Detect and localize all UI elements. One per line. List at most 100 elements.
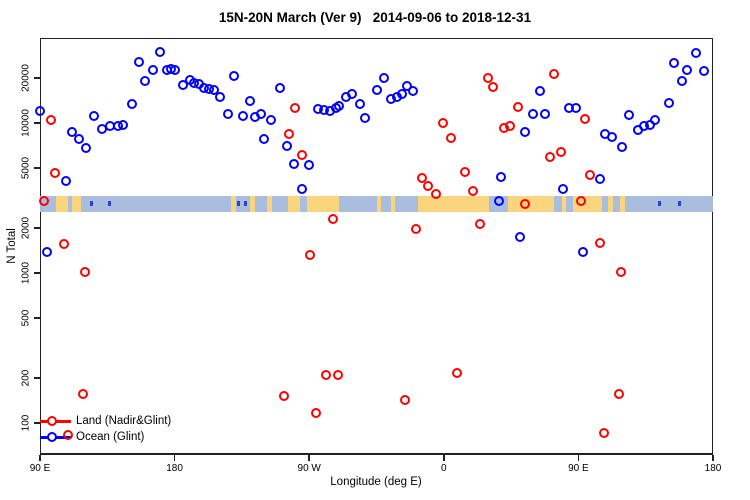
data-point-ocean — [682, 65, 693, 76]
data-point-land — [279, 390, 290, 401]
map-strip-island — [244, 201, 248, 207]
data-point-ocean — [177, 80, 188, 91]
data-point-land — [575, 196, 586, 207]
data-point-land — [58, 239, 69, 250]
x-tick-label: 0 — [441, 463, 447, 474]
y-tick — [34, 227, 40, 229]
map-strip-land — [56, 195, 68, 212]
data-point-ocean — [281, 140, 292, 151]
data-point-land — [297, 149, 308, 160]
data-point-land — [411, 223, 422, 234]
data-point-ocean — [616, 142, 627, 153]
data-point-ocean — [228, 71, 239, 82]
map-strip-land — [620, 195, 626, 212]
data-point-ocean — [134, 57, 145, 68]
x-tick-label: 180 — [704, 463, 722, 474]
data-point-ocean — [515, 232, 526, 243]
map-strip-land — [391, 195, 395, 212]
data-point-ocean — [558, 184, 569, 195]
x-tick — [577, 455, 580, 461]
data-point-ocean — [244, 96, 255, 107]
data-point-land — [555, 146, 566, 157]
data-point-ocean — [289, 159, 300, 170]
y-tick — [34, 167, 40, 169]
data-point-ocean — [42, 246, 53, 257]
data-point-ocean — [208, 85, 219, 96]
data-point-land — [475, 219, 486, 230]
data-point-ocean — [35, 105, 46, 116]
data-point-ocean — [496, 171, 507, 182]
map-strip-land — [376, 195, 381, 212]
data-point-ocean — [118, 120, 129, 131]
data-point-land — [505, 120, 516, 131]
y-tick-label: 2000 — [20, 216, 32, 239]
data-point-ocean — [402, 80, 413, 91]
data-point-ocean — [527, 109, 538, 120]
data-point-ocean — [266, 114, 277, 125]
map-strip-island — [678, 201, 682, 207]
data-point-ocean — [372, 84, 383, 95]
data-point-ocean — [397, 88, 408, 99]
data-point-land — [39, 196, 50, 207]
data-point-ocean — [275, 83, 286, 94]
y-tick — [34, 272, 40, 274]
data-point-land — [580, 114, 591, 125]
y-tick-label: 5000 — [20, 157, 32, 180]
data-point-ocean — [214, 92, 225, 103]
data-point-land — [614, 388, 625, 399]
map-strip-island — [236, 201, 240, 207]
data-point-land — [422, 180, 433, 191]
data-point-land — [460, 167, 471, 178]
map-strip-land — [417, 195, 489, 212]
plot-area — [40, 38, 713, 455]
x-tick-label: 90 W — [297, 463, 321, 474]
data-point-ocean — [520, 126, 531, 137]
data-point-land — [45, 115, 56, 126]
data-point-ocean — [255, 109, 266, 120]
data-point-ocean — [607, 131, 618, 142]
y-tick-label: 100 — [20, 414, 32, 432]
map-strip-island — [658, 201, 662, 207]
x-tick — [443, 455, 445, 461]
y-tick-label: 10000 — [20, 109, 32, 137]
data-point-ocean — [354, 98, 365, 109]
data-point-land — [416, 172, 427, 183]
map-strip-land — [267, 195, 273, 212]
data-point-ocean — [60, 176, 71, 187]
data-point-ocean — [333, 100, 344, 111]
data-point-ocean — [664, 98, 675, 109]
data-point-land — [615, 267, 626, 278]
legend-label-land: Land (Nadir&Glint) — [76, 414, 172, 427]
map-strip-land — [250, 195, 256, 212]
data-point-ocean — [237, 111, 248, 122]
data-point-land — [598, 427, 609, 438]
data-point-ocean — [650, 114, 661, 125]
data-point-ocean — [127, 99, 138, 110]
y-tick — [34, 77, 40, 79]
data-point-land — [78, 388, 89, 399]
data-point-land — [304, 250, 315, 261]
chart-title: 15N-20N March (Ver 9) 2014-09-06 to 2018… — [218, 10, 532, 25]
map-strip-land — [288, 195, 301, 212]
legend-circle-ocean-icon — [47, 431, 57, 442]
y-tick-label: 200 — [20, 369, 32, 387]
data-point-ocean — [297, 184, 308, 195]
data-point-land — [549, 69, 560, 80]
data-point-ocean — [645, 120, 656, 131]
data-point-land — [544, 151, 555, 162]
data-point-land — [289, 103, 300, 114]
map-strip-land — [608, 195, 614, 212]
data-point-ocean — [690, 48, 701, 59]
data-point-land — [327, 213, 338, 224]
data-point-land — [520, 198, 531, 209]
data-point-land — [50, 168, 61, 179]
data-point-ocean — [407, 85, 418, 96]
x-tick-label: 90 E — [568, 463, 589, 474]
data-point-ocean — [67, 127, 78, 138]
data-point-land — [584, 170, 595, 181]
data-point-ocean — [81, 142, 92, 153]
data-point-ocean — [379, 72, 390, 83]
data-point-ocean — [89, 111, 100, 122]
x-tick — [308, 455, 310, 461]
